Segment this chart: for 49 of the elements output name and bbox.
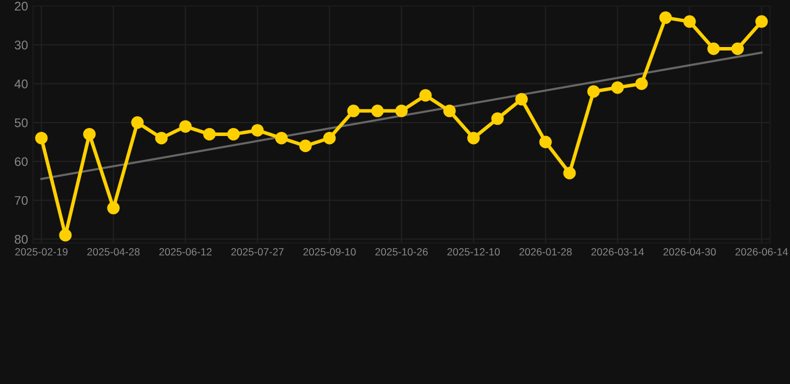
x-tick-label: 2026-06-14 xyxy=(735,248,788,256)
point xyxy=(59,228,72,242)
y-tick-label: 50 xyxy=(14,118,28,128)
point xyxy=(611,81,624,94)
point xyxy=(491,112,504,125)
y-tick-label: 40 xyxy=(14,80,28,88)
x-tick-label: 2026-03-14 xyxy=(591,248,644,256)
point xyxy=(635,77,648,90)
y-tick-label: 60 xyxy=(14,157,28,166)
point xyxy=(755,15,768,28)
point xyxy=(323,132,336,144)
y-tick-label: 20 xyxy=(14,2,28,11)
point xyxy=(563,166,576,180)
point xyxy=(179,120,192,133)
y-tick-label: 80 xyxy=(14,234,28,244)
point xyxy=(395,104,408,118)
point xyxy=(347,104,360,118)
point xyxy=(203,128,216,140)
point xyxy=(539,136,552,148)
x-tick-label: 2026-04-30 xyxy=(663,248,716,256)
point xyxy=(683,15,696,28)
point xyxy=(131,116,144,129)
point xyxy=(731,42,744,55)
point xyxy=(299,140,312,152)
point xyxy=(227,128,240,140)
point xyxy=(251,124,264,137)
x-tick-label: 2026-01-28 xyxy=(519,248,572,256)
x-tick-label: 2025-07-27 xyxy=(231,248,284,256)
point xyxy=(35,132,48,144)
x-tick-label: 2025-02-19 xyxy=(15,248,68,256)
x-tick-label: 2025-09-10 xyxy=(303,248,356,256)
x-tick-label: 2025-12-10 xyxy=(447,248,500,256)
y-tick-label: 70 xyxy=(14,196,28,205)
x-tick-label: 2025-10-26 xyxy=(375,248,428,256)
point xyxy=(587,85,600,98)
point xyxy=(107,202,120,214)
point xyxy=(659,11,672,24)
point xyxy=(707,42,720,55)
x-tick-label: 2025-04-28 xyxy=(87,248,140,256)
y-tick-label: 30 xyxy=(14,40,28,50)
point xyxy=(443,104,456,118)
x-tick-label: 2025-06-12 xyxy=(159,248,212,256)
point xyxy=(155,132,168,144)
point xyxy=(371,104,384,118)
point xyxy=(467,132,480,144)
point xyxy=(419,89,432,102)
point xyxy=(275,132,288,144)
point xyxy=(83,128,96,140)
point xyxy=(515,92,528,106)
